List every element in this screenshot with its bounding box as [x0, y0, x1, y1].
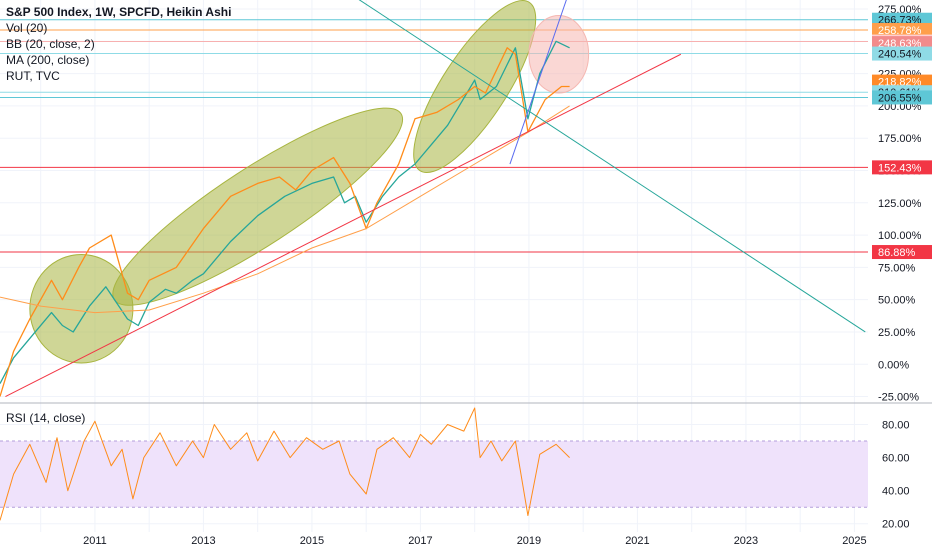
ellipse-annotation — [528, 15, 590, 94]
price-label-text: 258.78% — [878, 25, 922, 37]
indicator-ma[interactable]: MA (200, close) — [6, 53, 90, 67]
indicator-rut[interactable]: RUT, TVC — [6, 69, 60, 83]
price-label-bg — [872, 245, 932, 260]
rsi-tick-label: 80.00 — [882, 420, 910, 432]
x-tick-label: 2023 — [734, 535, 758, 547]
y-tick-label: 75.00% — [878, 262, 916, 274]
price-label-text: 240.54% — [878, 49, 922, 61]
price-label-bg — [872, 160, 932, 175]
y-tick-label: 175.00% — [878, 133, 922, 145]
time-axis-ticks: 2011 2013 2015 2017 2019 2021 2023 2025 — [83, 535, 867, 547]
trend-lines — [5, 0, 866, 397]
price-labels: 266.73%258.78%249.83%248.63%240.54%218.8… — [872, 12, 932, 260]
price-label-text: 206.55% — [878, 92, 922, 104]
chart-legend: S&P 500 Index, 1W, SPCFD, Heikin Ashi Vo… — [6, 4, 231, 84]
rsi-axis-ticks: 80.00 60.00 40.00 20.00 — [882, 420, 910, 531]
rsi-tick-label: 20.00 — [882, 519, 910, 531]
price-label-text: 152.43% — [878, 162, 922, 174]
price-label-bg — [872, 74, 932, 89]
rsi-tick-label: 40.00 — [882, 486, 910, 498]
x-tick-label: 2015 — [300, 535, 324, 547]
price-label-bg — [872, 46, 932, 61]
price-label-text: 86.88% — [878, 247, 916, 259]
y-tick-label: 125.00% — [878, 198, 922, 210]
x-tick-label: 2017 — [408, 535, 432, 547]
trend-line — [5, 53, 682, 397]
y-tick-label: 25.00% — [878, 327, 916, 339]
series-line — [0, 47, 570, 397]
rsi-band — [0, 440, 868, 508]
rsi-tick-label: 60.00 — [882, 453, 910, 465]
indicator-vol[interactable]: Vol (20) — [6, 21, 48, 35]
series-line — [0, 105, 570, 314]
rsi-title[interactable]: RSI (14, close) — [6, 411, 86, 425]
x-tick-label: 2013 — [191, 535, 215, 547]
x-tick-label: 2025 — [842, 535, 866, 547]
indicator-bb[interactable]: BB (20, close, 2) — [6, 37, 95, 51]
rsi-band-fill — [0, 441, 868, 508]
trend-line — [358, 0, 866, 333]
x-tick-label: 2011 — [83, 535, 107, 547]
x-tick-label: 2021 — [625, 535, 649, 547]
price-series — [0, 40, 570, 397]
y-tick-label: 100.00% — [878, 230, 922, 242]
ellipse-annotation — [29, 253, 134, 364]
y-tick-label: -25.00% — [878, 392, 919, 404]
rsi-line — [0, 407, 570, 521]
x-tick-label: 2019 — [517, 535, 541, 547]
y-tick-label: 0.00% — [878, 359, 909, 371]
trend-line — [509, 0, 567, 165]
rsi-series — [0, 407, 570, 521]
series-line — [0, 40, 570, 384]
price-label-bg — [872, 90, 932, 105]
y-tick-label: 50.00% — [878, 295, 916, 307]
chart-title: S&P 500 Index, 1W, SPCFD, Heikin Ashi — [6, 5, 232, 19]
price-label-bg — [872, 22, 932, 37]
